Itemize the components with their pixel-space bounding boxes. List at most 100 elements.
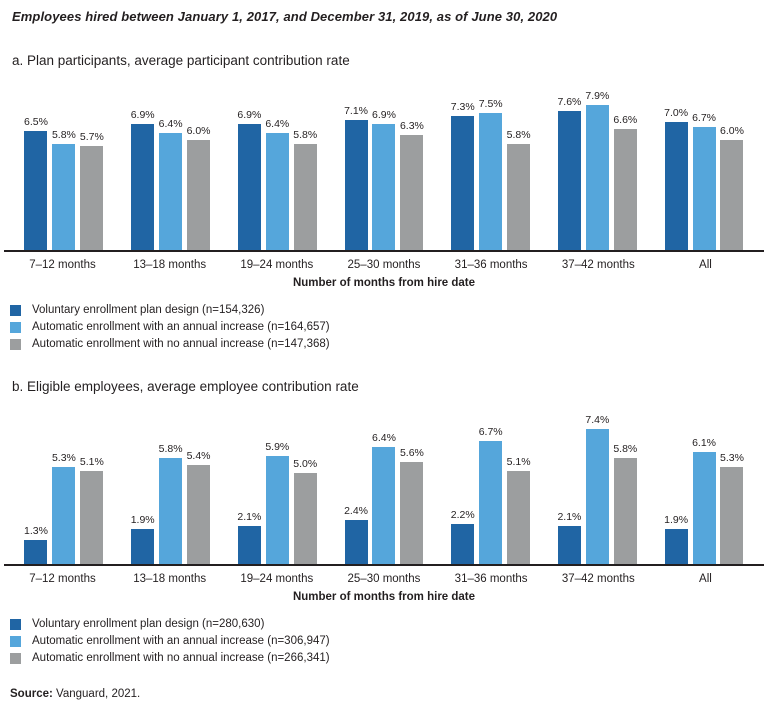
- bar-value-label: 6.9%: [372, 108, 396, 121]
- bar-value-label: 6.7%: [692, 112, 716, 125]
- bar-group: 7.0% 6.7% 6.0%: [664, 107, 744, 250]
- panel-a-title: a. Plan participants, average participan…: [12, 53, 350, 68]
- bar-column: 5.7%: [80, 131, 104, 250]
- bar-value-label: 5.7%: [79, 130, 104, 143]
- panel-b: b. Eligible employees, average employee …: [0, 379, 768, 664]
- legend: Voluntary enrollment plan design (n=154,…: [10, 304, 768, 350]
- bar: [451, 116, 475, 250]
- bar-column: 7.4%: [585, 414, 609, 564]
- bar: [24, 540, 48, 564]
- bar-column: 5.6%: [399, 446, 424, 564]
- bar-column: 6.4%: [265, 118, 289, 250]
- bar: [557, 525, 581, 564]
- bar-group: 1.9% 5.8% 5.4%: [131, 443, 211, 564]
- bar-group: 2.1% 5.9% 5.0%: [237, 441, 317, 564]
- bar-value-label: 2.2%: [450, 508, 475, 521]
- bar-column: 6.0%: [187, 125, 211, 250]
- bar-value-label: 2.1%: [237, 510, 262, 523]
- bar-column: 5.8%: [613, 443, 637, 564]
- bar: [507, 470, 531, 564]
- x-tick-label: 25–30 months: [347, 573, 421, 585]
- bar: [293, 143, 317, 250]
- bar: [372, 446, 396, 564]
- x-tick-label: 19–24 months: [240, 259, 314, 271]
- bar-value-label: 1.3%: [24, 525, 48, 538]
- x-tick-label: All: [699, 259, 712, 271]
- plot-area: 6.5% 5.8% 5.7% 6.9% 6.4% 6.0% 6.9% 6.4% 5.8% 7.1%…: [4, 77, 764, 252]
- legend-swatch: [10, 322, 21, 333]
- bar: [237, 123, 261, 250]
- bar: [344, 520, 368, 564]
- bar-column: 7.0%: [664, 107, 688, 250]
- bar-value-label: 6.4%: [265, 117, 290, 130]
- bar-value-label: 7.5%: [478, 97, 503, 110]
- bar: [265, 132, 289, 250]
- bar-column: 5.8%: [52, 129, 76, 250]
- bar-column: 5.1%: [507, 456, 531, 564]
- bar-column: 6.6%: [613, 114, 637, 250]
- bar: [24, 131, 48, 250]
- bar-group: 1.9% 6.1% 5.3%: [664, 437, 744, 564]
- bar-column: 1.9%: [131, 514, 155, 564]
- source-label: Source:: [10, 688, 53, 700]
- bar-value-label: 6.6%: [613, 114, 638, 127]
- legend-item: Automatic enrollment with no annual incr…: [10, 338, 768, 350]
- bar: [237, 525, 261, 564]
- legend-label: Automatic enrollment with an annual incr…: [32, 635, 330, 647]
- bar: [451, 523, 475, 564]
- bar-column: 6.4%: [159, 118, 183, 250]
- bar-column: 1.9%: [664, 514, 688, 564]
- bar-column: 5.9%: [265, 441, 289, 564]
- bar-value-label: 5.4%: [186, 450, 211, 463]
- bar: [585, 428, 609, 564]
- legend-label: Voluntary enrollment plan design (n=154,…: [32, 304, 265, 316]
- bar-value-label: 5.8%: [51, 128, 76, 141]
- bar: [80, 145, 104, 250]
- bar-value-label: 6.0%: [720, 125, 744, 138]
- bar-value-label: 5.3%: [720, 452, 744, 464]
- bar: [720, 140, 744, 250]
- bar-column: 1.3%: [24, 525, 48, 564]
- bar-value-label: 6.7%: [478, 426, 503, 439]
- bar-column: 6.0%: [720, 125, 744, 250]
- bar: [52, 143, 76, 250]
- bar-column: 7.1%: [344, 105, 368, 250]
- bar-column: 6.9%: [131, 109, 155, 250]
- bar-group: 6.9% 6.4% 5.8%: [237, 109, 317, 250]
- bar-group: 7.6% 7.9% 6.6%: [557, 90, 637, 250]
- bar-column: 5.8%: [159, 443, 183, 564]
- bar: [187, 140, 211, 250]
- bar-column: 5.3%: [52, 452, 76, 564]
- bar: [344, 120, 368, 250]
- legend-item: Automatic enrollment with no annual incr…: [10, 652, 768, 664]
- bar: [187, 465, 211, 564]
- bar-value-label: 6.0%: [186, 125, 211, 138]
- bar-value-label: 5.1%: [506, 455, 531, 468]
- bar-value-label: 6.9%: [130, 108, 155, 121]
- x-tick-label: All: [699, 573, 712, 585]
- bar-column: 5.8%: [293, 129, 317, 250]
- bar-column: 6.7%: [692, 112, 716, 250]
- x-tick-label: 19–24 months: [240, 573, 314, 585]
- bar: [692, 452, 716, 564]
- bar-value-label: 6.3%: [399, 119, 424, 132]
- bar-column: 7.5%: [479, 98, 503, 250]
- legend-item: Automatic enrollment with an annual incr…: [10, 635, 768, 647]
- bar-value-label: 5.8%: [613, 442, 638, 455]
- legend-label: Voluntary enrollment plan design (n=280,…: [32, 618, 265, 630]
- bar: [557, 110, 581, 250]
- bar-group: 7.1% 6.9% 6.3%: [344, 105, 424, 250]
- bar-column: 2.1%: [237, 511, 261, 564]
- bar-value-label: 5.9%: [265, 441, 290, 453]
- bar-column: 5.1%: [80, 456, 104, 564]
- legend-swatch: [10, 619, 21, 630]
- bar: [479, 112, 503, 250]
- bar-value-label: 6.4%: [158, 117, 183, 130]
- bar-value-label: 5.6%: [399, 446, 424, 459]
- bar: [52, 467, 76, 564]
- x-tick-label: 13–18 months: [133, 573, 207, 585]
- bar: [293, 472, 317, 564]
- bar: [507, 143, 531, 250]
- plot-area: 1.3% 5.3% 5.1% 1.9% 5.8% 5.4% 2.1% 5.9% 5.0% 2.4%…: [4, 403, 764, 566]
- bar: [80, 470, 104, 564]
